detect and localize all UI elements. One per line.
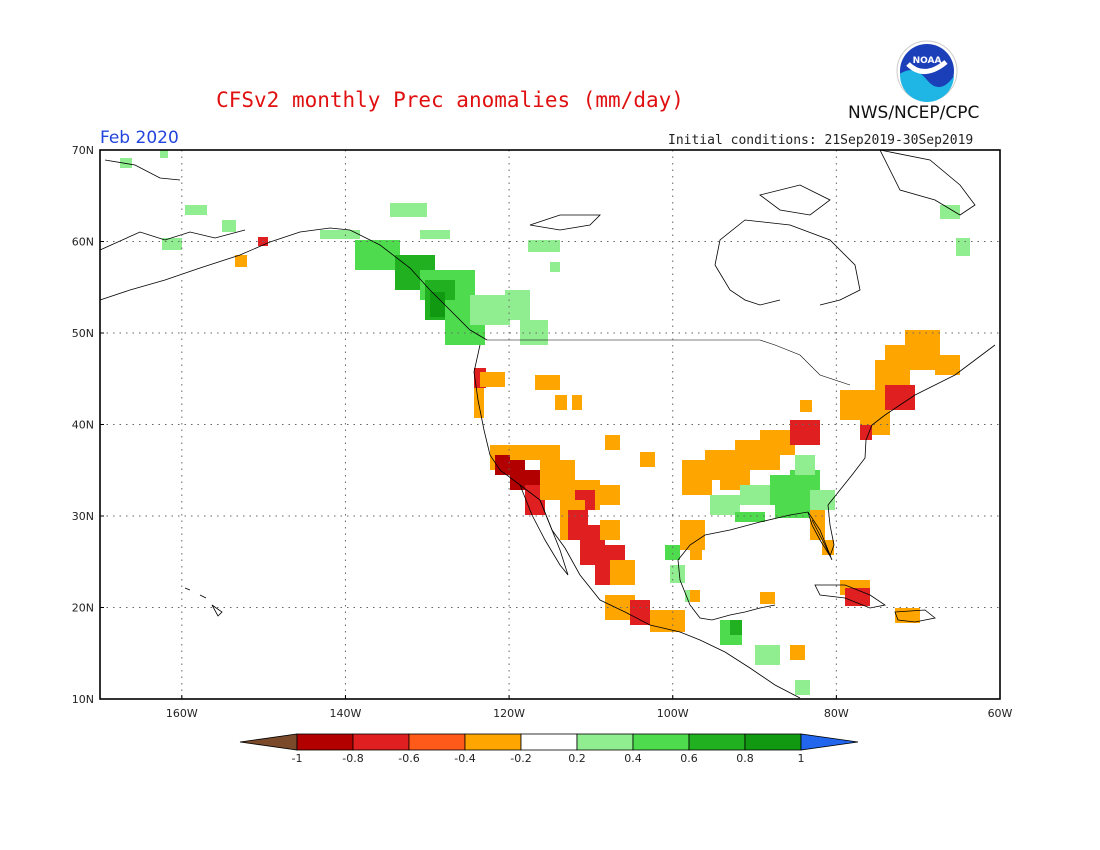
colorbar-bin: [408, 733, 466, 751]
lat-label: 40N: [72, 419, 94, 432]
colorbar-tick-label: 0.6: [680, 752, 698, 765]
anomaly-cell: [800, 400, 812, 412]
anomaly-cell: [572, 395, 582, 410]
colorbar-high-triangle: [800, 733, 859, 751]
colorbar-bin: [632, 733, 690, 751]
colorbar-bin: [520, 733, 578, 751]
anomaly-cell: [390, 203, 427, 217]
anomaly-cell: [235, 255, 247, 267]
anomaly-cell: [956, 238, 970, 256]
forecast-period: Feb 2020: [100, 128, 179, 148]
colorbar-tick-label: -0.6: [398, 752, 419, 765]
lat-label: 30N: [72, 510, 94, 523]
anomaly-cell: [430, 292, 445, 317]
colorbar-bin: [464, 733, 522, 751]
anomaly-cell: [160, 150, 168, 158]
anomaly-cell: [690, 545, 702, 560]
anomaly-cell: [795, 455, 815, 475]
colorbar-tick-label: 0.8: [736, 752, 754, 765]
colorbar-tick-label: -0.8: [342, 752, 363, 765]
colorbar-low-triangle: [239, 733, 298, 751]
anomaly-cell: [755, 645, 780, 665]
map-title: CFSv2 monthly Prec anomalies (mm/day): [216, 88, 684, 112]
colorbar-bin: [688, 733, 746, 751]
anomaly-cell: [120, 158, 132, 168]
lat-label: 10N: [72, 693, 94, 706]
anomaly-cell: [935, 355, 960, 375]
anomaly-cell: [605, 435, 620, 450]
anomaly-cell: [775, 500, 815, 518]
lon-label: 140W: [330, 707, 362, 720]
lat-label: 50N: [72, 327, 94, 340]
noaa-logo-icon: NOAA: [896, 40, 958, 102]
colorbar-bin: [352, 733, 410, 751]
anomaly-cell: [510, 445, 560, 460]
anomaly-cell: [885, 385, 915, 410]
svg-text:NOAA: NOAA: [913, 56, 942, 66]
anomaly-cell: [735, 512, 765, 522]
anomaly-cell: [630, 600, 650, 625]
lat-label: 70N: [72, 144, 94, 157]
colorbar-bin: [744, 733, 802, 751]
anomaly-cell: [528, 240, 560, 252]
anomaly-cell: [710, 495, 740, 515]
colorbar-tick-label: -0.4: [454, 752, 475, 765]
anomaly-cell: [905, 330, 940, 355]
anomaly-cell: [535, 375, 560, 390]
anomaly-cell: [790, 420, 820, 445]
anomaly-cell: [640, 452, 655, 467]
anomaly-cell: [650, 610, 685, 632]
anomaly-cell: [420, 230, 450, 239]
lat-label: 60N: [72, 236, 94, 249]
lon-label: 160W: [166, 707, 198, 720]
anomaly-cell: [520, 320, 548, 345]
anomaly-cell: [670, 565, 685, 583]
anomaly-cell: [790, 645, 805, 660]
agency-label: NWS/NCEP/CPC: [848, 103, 980, 123]
anomaly-cell: [690, 590, 700, 602]
graticule: [100, 150, 1000, 699]
anomaly-cell: [665, 545, 680, 560]
colorbar-tick-label: -0.2: [510, 752, 531, 765]
anomaly-cell: [730, 620, 742, 635]
anomaly-cell: [610, 560, 635, 585]
lat-label: 20N: [72, 602, 94, 615]
anomaly-cell: [222, 220, 236, 232]
anomaly-cell: [162, 238, 182, 250]
anomaly-cell: [860, 425, 872, 440]
anomaly-cell: [320, 230, 360, 239]
colorbar-tick-label: 0.2: [568, 752, 586, 765]
anomaly-cell: [822, 540, 834, 555]
colorbar-tick-label: 0.4: [624, 752, 642, 765]
anomaly-cell: [555, 395, 567, 410]
anomaly-cell: [470, 295, 510, 325]
colorbar-bin: [576, 733, 634, 751]
lon-label: 120W: [493, 707, 525, 720]
anomaly-cell: [505, 290, 530, 320]
initial-conditions: Initial conditions: 21Sep2019-30Sep2019: [668, 133, 974, 148]
lon-label: 100W: [657, 707, 689, 720]
anomaly-cell: [940, 205, 960, 219]
colorbar-tick-label: -1: [292, 752, 303, 765]
anomaly-cell: [795, 680, 810, 695]
anomaly-cell: [550, 262, 560, 272]
anomaly-cell: [760, 430, 795, 455]
anomaly-cell: [480, 372, 505, 387]
lon-label: 80W: [824, 707, 849, 720]
anomaly-cell: [185, 205, 207, 215]
anomaly-cell: [600, 520, 620, 540]
anomaly-cell: [600, 485, 620, 505]
anomaly-cells: [120, 150, 970, 695]
coastlines: [99, 149, 996, 699]
anomaly-cell: [810, 490, 835, 510]
colorbar-bin: [296, 733, 354, 751]
longitude-labels: 160W 140W 120W 100W 80W 60W: [166, 695, 1013, 720]
latitude-labels: 70N 60N 50N 40N 30N 20N 10N: [72, 144, 104, 706]
colorbar: -1 -0.8 -0.6 -0.4 -0.2 0.2 0.4 0.6 0.8 1: [239, 733, 859, 765]
lon-label: 60W: [988, 707, 1013, 720]
anomaly-cell: [760, 592, 775, 604]
colorbar-tick-label: 1: [798, 752, 805, 765]
